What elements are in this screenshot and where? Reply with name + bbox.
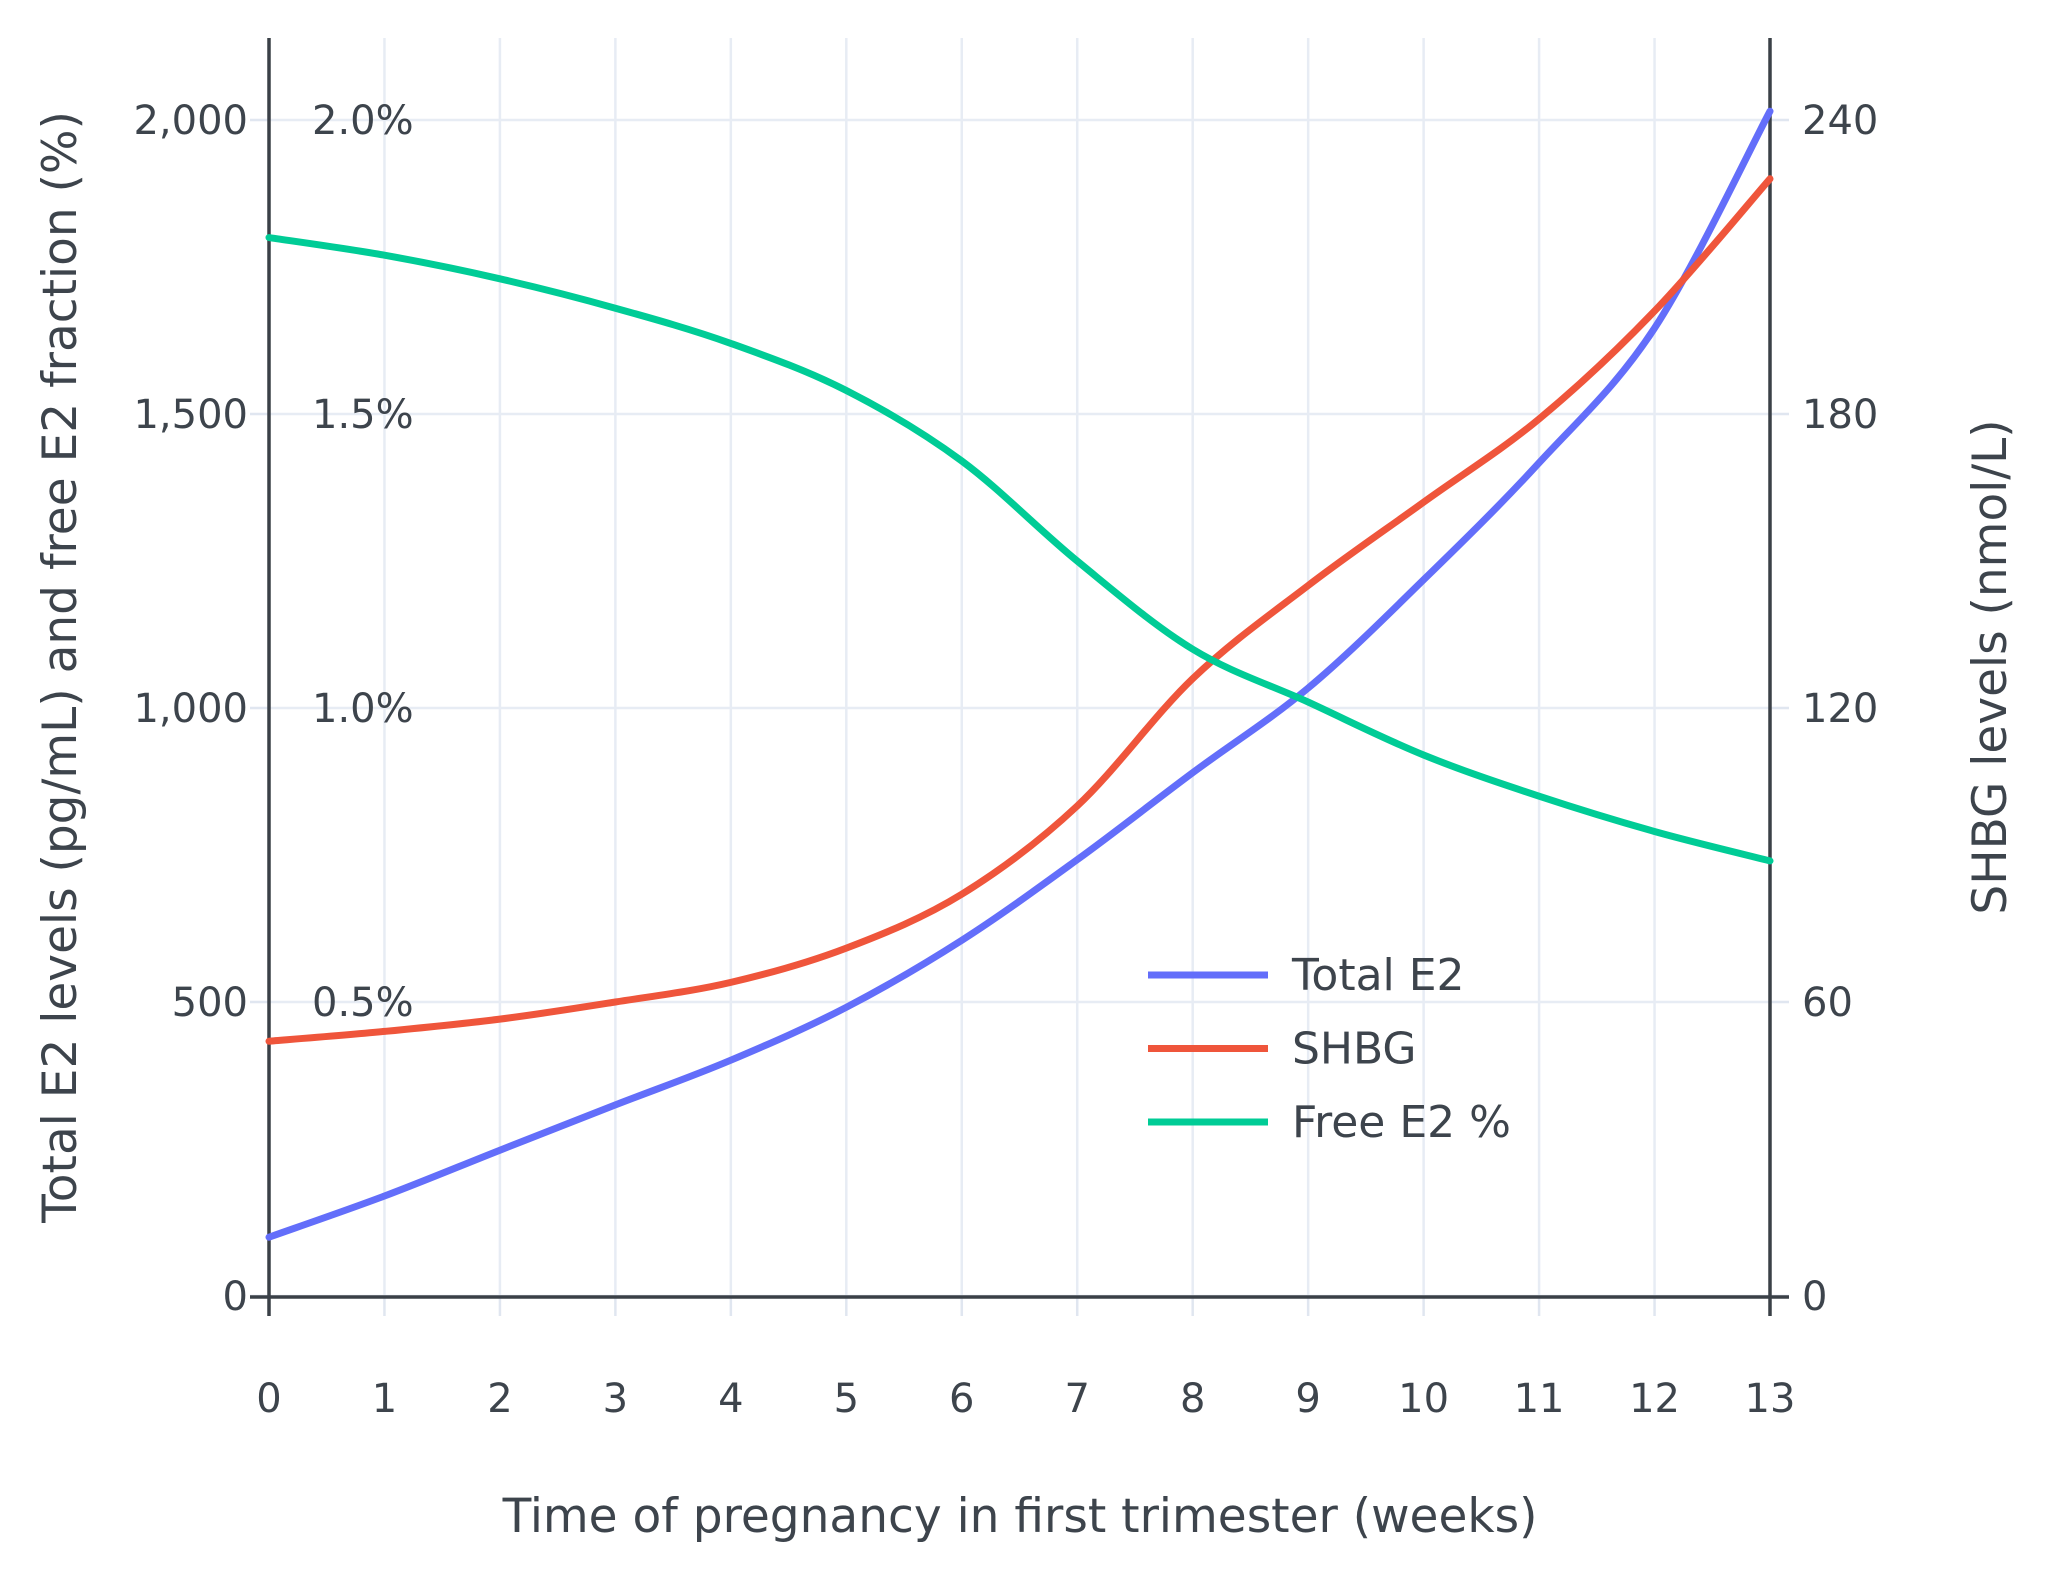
y-left-percent-label: 2.0% [312, 98, 414, 144]
gridlines [267, 38, 1772, 1298]
legend-item-free-e2[interactable]: Free E2 % [1148, 1097, 1511, 1148]
x-tick-label: 13 [1745, 1376, 1796, 1422]
x-tick-label: 4 [718, 1376, 743, 1422]
y-left-tick-label: 500 [172, 980, 248, 1026]
y-left-tick-label: 1,500 [133, 392, 248, 438]
y-left-percent-label: 1.5% [312, 392, 414, 438]
y-left-tick-label: 2,000 [133, 98, 248, 144]
x-axis-title: Time of pregnancy in first trimester (we… [502, 1489, 1538, 1544]
y-right-tick-label: 240 [1802, 98, 1878, 144]
legend: Total E2 SHBG Free E2 % [1148, 950, 1511, 1148]
y-left-tick-label: 1,000 [133, 686, 248, 732]
y-right-tick-label: 120 [1802, 686, 1878, 732]
x-tick-label: 3 [603, 1376, 628, 1422]
curve-free-e2 [265, 234, 1774, 865]
x-tick-label: 10 [1398, 1376, 1449, 1422]
tick-labels: 05001,0001,5002,0000.5%1.0%1.5%2.0%06012… [133, 98, 1878, 1422]
axis-lines [250, 38, 1789, 1316]
x-tick-label: 11 [1514, 1376, 1565, 1422]
x-tick-label: 7 [1065, 1376, 1090, 1422]
y-right-tick-label: 180 [1802, 392, 1878, 438]
y-right-tick-label: 60 [1802, 980, 1853, 1026]
legend-item-label: Free E2 % [1292, 1097, 1511, 1148]
legend-item-total-e2[interactable]: Total E2 [1148, 950, 1465, 1001]
x-tick-label: 0 [256, 1376, 281, 1422]
legend-item-label: Total E2 [1291, 950, 1465, 1001]
x-tick-label: 5 [834, 1376, 859, 1422]
legend-item-label: SHBG [1292, 1024, 1417, 1075]
y-axis-left-title: Total E2 levels (pg/mL) and free E2 frac… [33, 111, 88, 1224]
x-tick-label: 9 [1295, 1376, 1320, 1422]
y-left-percent-label: 0.5% [312, 980, 414, 1026]
y-axis-right-title: SHBG levels (nmol/L) [1963, 419, 2018, 914]
curve-total-e2 [265, 107, 1774, 1241]
x-tick-label: 8 [1180, 1376, 1205, 1422]
series-curves [265, 107, 1774, 1241]
x-tick-label: 6 [949, 1376, 974, 1422]
x-tick-label: 2 [487, 1376, 512, 1422]
x-tick-label: 1 [372, 1376, 397, 1422]
tick-marks [250, 118, 1789, 1316]
curve-shbg [265, 175, 1774, 1045]
y-right-tick-label: 0 [1802, 1274, 1827, 1320]
y-left-tick-label: 0 [223, 1274, 248, 1320]
y-left-percent-label: 1.0% [312, 686, 414, 732]
legend-item-shbg[interactable]: SHBG [1148, 1024, 1417, 1075]
x-tick-label: 12 [1629, 1376, 1680, 1422]
